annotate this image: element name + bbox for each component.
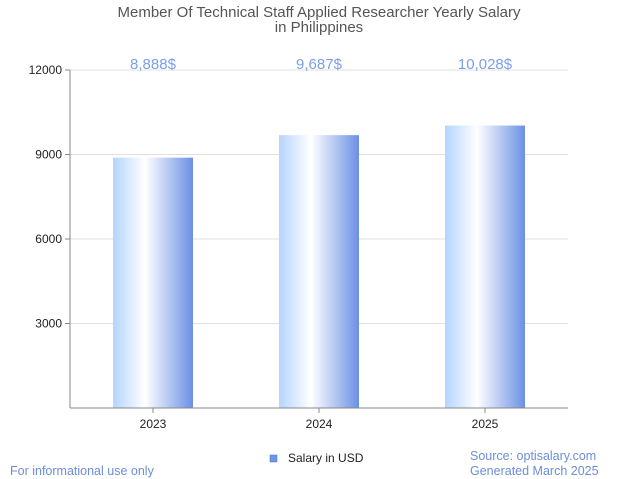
y-tick-label: 12000: [29, 63, 63, 77]
y-tick-label: 9000: [35, 148, 62, 162]
disclaimer-text: For informational use only: [10, 464, 154, 478]
x-tick-label-2023: 2023: [140, 417, 167, 431]
chart-title-line-1: Member Of Technical Staff Applied Resear…: [118, 4, 521, 21]
generated-text: Generated March 2025: [470, 464, 599, 478]
bars: 8,888$ 9,687$ 10,028$: [113, 56, 525, 408]
y-tick-label: 6000: [35, 232, 62, 246]
legend-label: Salary in USD: [288, 451, 364, 465]
bar-2025: [445, 125, 525, 408]
y-tick-label: 3000: [35, 317, 62, 331]
bar-2024: [279, 135, 359, 408]
bar-2023: [113, 157, 193, 408]
legend: Salary in USD: [269, 451, 364, 465]
chart-title-line-2: in Philippines: [275, 19, 363, 36]
data-label-2024: 9,687$: [296, 56, 343, 73]
axes: 3000 6000 9000 12000 2023 2024 2025: [29, 63, 568, 431]
legend-swatch: [269, 454, 278, 463]
data-label-2025: 10,028$: [458, 56, 513, 73]
x-tick-label-2025: 2025: [472, 417, 499, 431]
x-tick-label-2024: 2024: [306, 417, 333, 431]
source-text: Source: optisalary.com: [470, 449, 597, 463]
data-label-2023: 8,888$: [130, 56, 177, 73]
